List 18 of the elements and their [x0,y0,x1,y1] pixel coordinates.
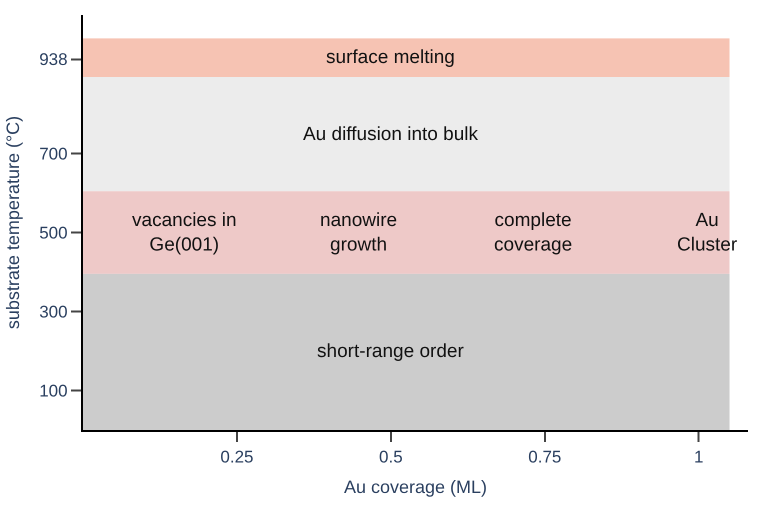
x-axis-title: Au coverage (ML) [344,477,488,497]
y-axis-title: substrate temperature (°C) [2,116,23,330]
annotation: Au Cluster [677,210,738,256]
band-label: Au diffusion into bulk [303,124,478,145]
y-tick-label: 938 [39,50,68,70]
y-tick-label: 100 [39,381,68,400]
annotation: nanowire growth [320,210,398,256]
x-tick-label: 0.25 [220,447,254,466]
annotation: complete coverage [494,210,572,256]
y-tick-label: 300 [39,302,68,322]
y-tick-label: 700 [39,144,68,164]
band-label: surface melting [326,47,455,68]
band-label: short-range order [317,341,464,362]
x-tick-label: 0.5 [379,447,403,466]
y-tick-label: 500 [39,223,68,242]
annotation: vacancies in Ge(001) [132,210,237,256]
x-tick-label: 0.75 [528,447,562,466]
x-tick-label: 1 [694,447,704,466]
